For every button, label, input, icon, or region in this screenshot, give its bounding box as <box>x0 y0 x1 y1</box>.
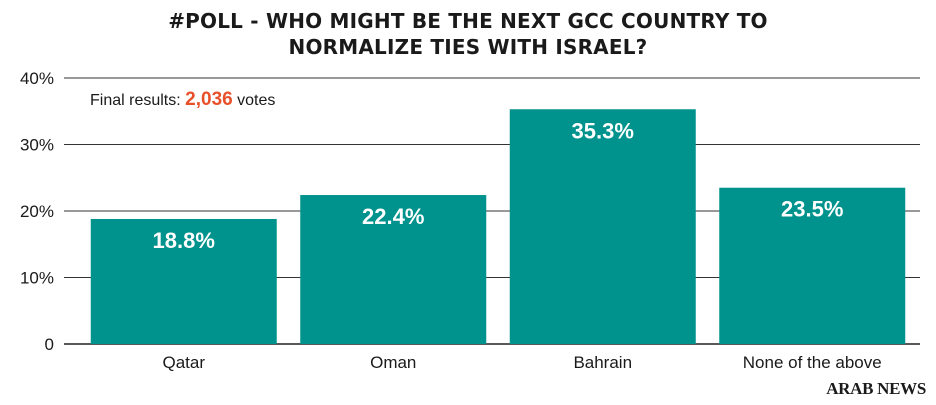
x-category-label: Oman <box>370 353 416 372</box>
y-tick-label: 20% <box>20 202 54 221</box>
y-tick-label: 10% <box>20 269 54 288</box>
bar-qatar <box>90 218 277 344</box>
bar-oman <box>300 195 487 344</box>
x-category-label: None of the above <box>743 353 882 372</box>
results-prefix: Final results: <box>90 92 181 109</box>
bar-value-label: 23.5% <box>781 197 843 222</box>
chart-title-line-1: #POLL - WHO MIGHT BE THE NEXT GCC COUNTR… <box>168 9 768 33</box>
bar-value-label: 22.4% <box>362 204 424 229</box>
x-category-label: Bahrain <box>573 353 632 372</box>
y-axis-tick-labels: 0 10% 20% 30% 40% <box>20 69 54 354</box>
vote-count: 2,036 <box>185 89 233 110</box>
chart-title-line-2: NORMALIZE TIES WITH ISRAEL? <box>288 35 648 59</box>
x-axis-category-labels: Qatar Oman Bahrain None of the above <box>162 353 881 372</box>
x-category-label: Qatar <box>162 353 205 372</box>
arab-news-logo: ARAB NEWS <box>826 379 926 398</box>
y-tick-label: 40% <box>20 69 54 88</box>
y-tick-label: 0 <box>45 335 54 354</box>
bars <box>90 109 906 344</box>
y-tick-label: 30% <box>20 136 54 155</box>
bar-value-label: 35.3% <box>572 118 634 143</box>
bar-none-of-the-above <box>719 187 906 344</box>
bar-bahrain <box>509 109 696 344</box>
chart-title: #POLL - WHO MIGHT BE THE NEXT GCC COUNTR… <box>0 8 936 60</box>
poll-results-note: Final results: 2,036 votes <box>90 89 275 111</box>
bar-value-labels: 18.8% 22.4% 35.3% 23.5% <box>153 118 844 253</box>
bar-value-label: 18.8% <box>153 228 215 253</box>
votes-suffix: votes <box>237 92 276 109</box>
